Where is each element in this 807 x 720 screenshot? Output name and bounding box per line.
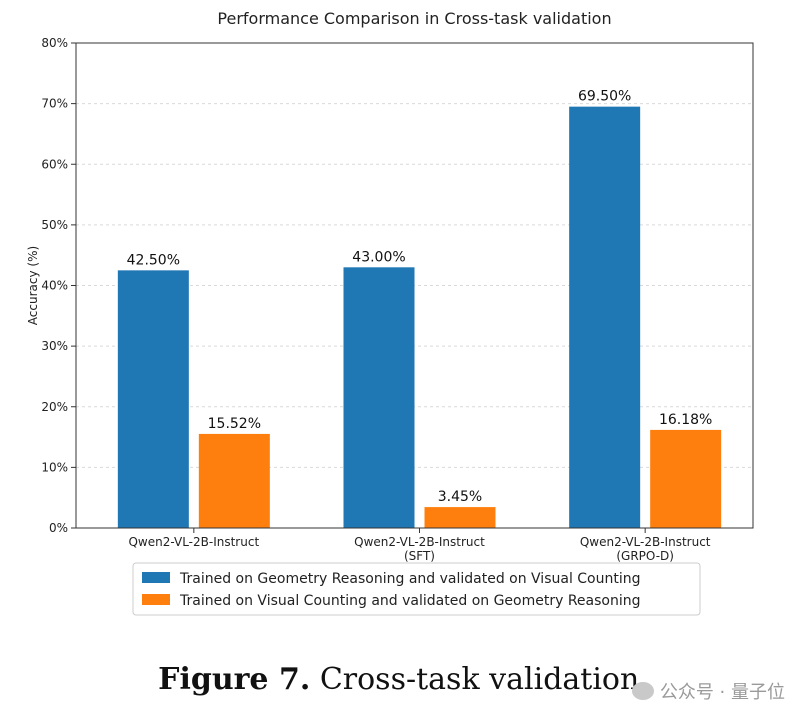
y-tick-label: 80% (41, 36, 68, 50)
figure-caption-text: Cross-task validation. (319, 662, 649, 697)
bar-chart: Performance Comparison in Cross-task val… (26, 9, 754, 616)
wechat-icon (631, 682, 654, 700)
legend-label: Trained on Geometry Reasoning and valida… (179, 571, 641, 587)
watermark-text: 公众号 · 量子位 (659, 682, 785, 703)
legend-swatch (142, 594, 170, 605)
bar-value-label: 42.50% (127, 252, 180, 268)
y-tick-label: 50% (41, 218, 68, 232)
x-tick-label: (SFT) (404, 549, 435, 563)
x-tick-label: Qwen2-VL-2B-Instruct (580, 535, 711, 549)
bar (569, 106, 641, 528)
x-tick-label: Qwen2-VL-2B-Instruct (354, 535, 485, 549)
y-tick-label: 70% (41, 97, 68, 111)
bar-value-label: 15.52% (208, 416, 261, 432)
bar (424, 507, 496, 528)
bar (117, 270, 189, 528)
y-tick-label: 30% (41, 339, 68, 353)
legend-box (132, 562, 701, 616)
bar-value-label: 16.18% (659, 412, 712, 428)
bar-value-label: 3.45% (438, 489, 482, 505)
y-tick-label: 10% (41, 460, 68, 474)
bar-value-label: 69.50% (578, 89, 631, 105)
y-axis-label: Accuracy (%) (26, 246, 40, 325)
y-tick-label: 60% (41, 157, 68, 171)
bar (343, 267, 415, 528)
y-tick-label: 20% (41, 400, 68, 414)
chart-title: Performance Comparison in Cross-task val… (217, 9, 611, 28)
y-tick-label: 0% (49, 521, 68, 535)
figure-label: Figure 7. (158, 662, 311, 697)
y-tick-label: 40% (41, 279, 68, 293)
watermark: 公众号 · 量子位 (631, 678, 785, 704)
bar (650, 429, 722, 528)
bar (198, 433, 270, 528)
legend-label: Trained on Visual Counting and validated… (179, 593, 641, 609)
plot-frame (75, 42, 754, 529)
figure-caption: Figure 7. Cross-task validation. (0, 662, 807, 697)
x-tick-label: Qwen2-VL-2B-Instruct (128, 535, 259, 549)
bar-value-label: 43.00% (352, 249, 405, 265)
x-tick-label: (GRPO-D) (616, 549, 674, 563)
legend-swatch (142, 572, 170, 583)
